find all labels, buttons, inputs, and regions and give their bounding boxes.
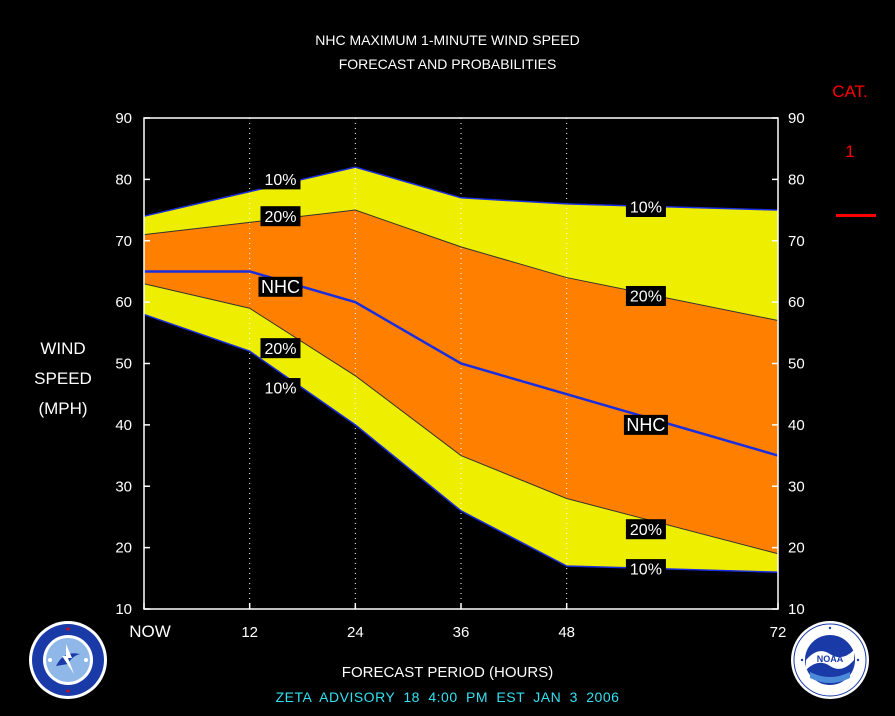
svg-text:NOAA: NOAA	[817, 654, 844, 664]
band-label-bg	[625, 519, 666, 540]
y-tick-label-right: 80	[788, 171, 805, 188]
band-label-bg	[260, 169, 301, 190]
y-tick-label-left: 20	[115, 540, 132, 557]
chart-title: NHC MAXIMUM 1-MINUTE WIND SPEED	[315, 32, 580, 48]
y-tick-label-right: 60	[788, 294, 805, 311]
category-legend-line	[836, 214, 876, 217]
y-tick-label-right: 50	[788, 356, 805, 373]
band-label: 10%	[260, 378, 301, 399]
band-label-bg	[260, 378, 301, 399]
noaa-logo: NOAA	[791, 621, 869, 699]
x-tick-label: 72	[770, 624, 787, 641]
band-label-text: NHC	[626, 415, 665, 435]
band-label-bg	[625, 285, 666, 306]
y-axis-label-line3: (MPH)	[38, 399, 88, 418]
y-tick-label-left: 80	[115, 171, 132, 188]
series-line-upper-20pct	[143, 209, 779, 322]
y-tick-label-left: 60	[115, 294, 132, 311]
x-tick-label: 12	[241, 624, 258, 641]
band-label-text: 10%	[264, 172, 296, 189]
band-label: 20%	[260, 338, 301, 359]
band-label-bg	[625, 196, 666, 217]
y-axis-label-line2: SPEED	[34, 369, 92, 388]
series-line-forecast-nhc	[144, 270, 779, 457]
y-tick-label-right: 20	[788, 540, 805, 557]
band-label-text: 20%	[630, 289, 662, 306]
y-tick-label-right: 90	[788, 110, 805, 127]
band-label-bg	[625, 559, 666, 580]
y-axis-label: WIND SPEED (MPH)	[18, 334, 108, 424]
band-label: 20%	[260, 206, 301, 227]
y-tick-label-right: 10	[788, 601, 805, 618]
band-label-text: 10%	[630, 562, 662, 579]
y-tick-label-left: 70	[115, 233, 132, 250]
advisory-footer: ZETA ADVISORY 18 4:00 PM EST JAN 3 2006	[275, 689, 620, 705]
band-label-bg	[258, 276, 303, 297]
y-axis-label-line1: WIND	[40, 339, 86, 358]
series-line-lower-20pct	[143, 283, 779, 555]
band-label-text: 20%	[264, 209, 296, 226]
axis-ticks: 10 10 20 20 30 30 40 40 50 50 60 60 70 70 80 80 90 90 NOW 1…	[115, 110, 804, 641]
probability-bands	[144, 167, 778, 573]
category-title: CAT.	[832, 82, 868, 101]
y-tick-label-left: 90	[115, 110, 132, 127]
band-label-text: 20%	[630, 522, 662, 539]
x-tick-label: 48	[558, 624, 575, 641]
y-tick-label-left: 40	[115, 417, 132, 434]
nws-logo	[29, 621, 107, 699]
y-tick-label-right: 70	[788, 233, 805, 250]
band-label: 20%	[625, 519, 666, 540]
series-line-lower-10pct	[143, 313, 779, 573]
series-lines	[143, 166, 779, 573]
band-labels: 10% 20% NHC 20% 10% 10% 20% NHC 20% 10%	[258, 169, 668, 580]
x-tick-label: 36	[453, 624, 470, 641]
y-tick-label-left: 50	[115, 356, 132, 373]
x-axis-label: FORECAST PERIOD (HOURS)	[341, 664, 554, 681]
y-tick-label-left: 30	[115, 478, 132, 495]
y-tick-label-right: 40	[788, 417, 805, 434]
band-label: NHC	[623, 414, 668, 435]
band-20-percent	[144, 210, 778, 554]
x-tick-label: 24	[347, 624, 364, 641]
band-label-bg	[623, 414, 668, 435]
band-label: 10%	[625, 196, 666, 217]
y-tick-label-right: 30	[788, 478, 805, 495]
x-tick-label: NOW	[129, 622, 171, 641]
band-label-bg	[260, 206, 301, 227]
chart-subtitle: FORECAST AND PROBABILITIES	[338, 56, 557, 72]
category-value: 1	[845, 142, 855, 161]
band-label: 10%	[260, 169, 301, 190]
band-label-text: 20%	[264, 341, 296, 358]
series-line-upper-10pct	[143, 166, 779, 217]
band-label: 20%	[625, 285, 666, 306]
band-label-text: 10%	[264, 381, 296, 398]
band-label-text: 10%	[630, 200, 662, 217]
y-tick-label-left: 10	[115, 601, 132, 618]
band-label-text: NHC	[261, 277, 300, 297]
band-label-bg	[260, 338, 301, 359]
band-label: 10%	[625, 559, 666, 580]
band-label: NHC	[258, 276, 303, 297]
